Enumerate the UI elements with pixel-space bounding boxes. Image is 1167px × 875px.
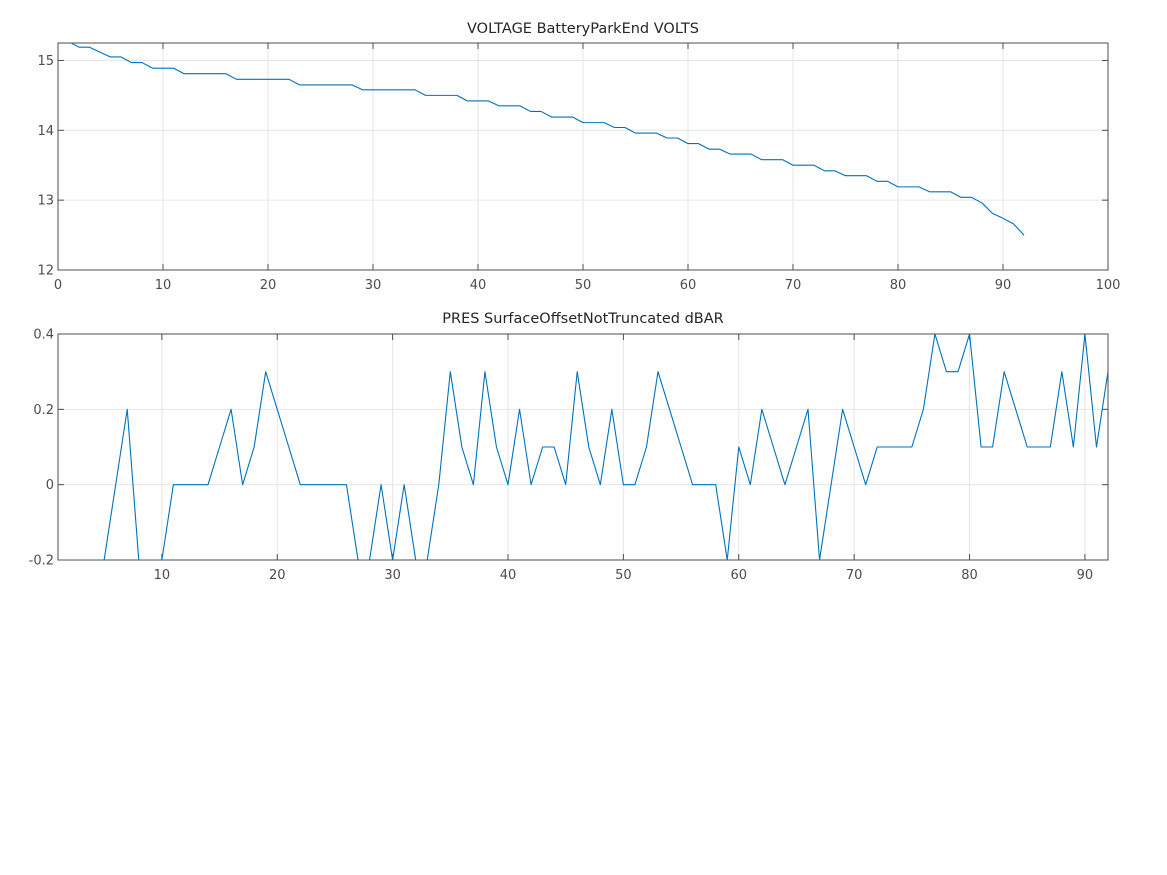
pressure-x-tick-label: 20 [269, 568, 286, 583]
pressure-x-tick-label: 30 [384, 568, 401, 583]
pressure-x-tick-label: 40 [500, 568, 517, 583]
voltage-y-tick-label: 13 [37, 194, 54, 209]
pressure-x-tick-label: 90 [1077, 568, 1094, 583]
pressure-axes-border [57, 333, 1109, 561]
pressure-chart-title: PRES SurfaceOffsetNotTruncated dBAR [442, 311, 724, 327]
voltage-x-tick-label: 30 [365, 278, 382, 293]
voltage-y-tick-label: 15 [37, 54, 54, 69]
pressure-y-tick-label: 0 [46, 478, 54, 493]
voltage-x-tick-label: 60 [680, 278, 697, 293]
voltage-x-tick-label: 20 [260, 278, 277, 293]
voltage-x-tick-label: 70 [785, 278, 802, 293]
voltage-chart-title: VOLTAGE BatteryParkEnd VOLTS [467, 21, 699, 37]
voltage-x-tick-label: 0 [54, 278, 62, 293]
pressure-y-tick-label: -0.2 [29, 554, 54, 569]
pressure-tick-labels: 10 20 30 40 50 60 70 80 90 -0.2 0 0.2 0.4 [29, 328, 1094, 584]
voltage-tick-marks [57, 43, 1109, 271]
voltage-y-tick-label: 14 [37, 124, 54, 139]
pressure-x-tick-label: 10 [154, 568, 171, 583]
pressure-x-tick-label: 70 [846, 568, 863, 583]
pressure-x-tick-label: 80 [961, 568, 978, 583]
voltage-x-tick-label: 40 [470, 278, 487, 293]
voltage-x-tick-label: 50 [575, 278, 592, 293]
voltage-grid [58, 43, 1108, 270]
voltage-x-tick-label: 80 [890, 278, 907, 293]
voltage-x-tick-label: 10 [155, 278, 172, 293]
pressure-x-tick-label: 50 [615, 568, 632, 583]
voltage-series-line [69, 43, 1025, 236]
pressure-axes-box [57, 333, 1109, 561]
voltage-chart-panel: 0 10 20 30 40 50 60 70 80 90 100 12 13 14 15 VOLTAGE B… [37, 21, 1120, 293]
voltage-x-tick-label: 100 [1096, 278, 1121, 293]
voltage-x-tick-label: 90 [995, 278, 1012, 293]
pressure-series-line [58, 334, 1108, 560]
voltage-y-tick-label: 12 [37, 264, 54, 279]
pressure-series [58, 334, 1108, 560]
pressure-y-tick-label: 0.2 [33, 403, 54, 418]
voltage-series [69, 43, 1025, 236]
pressure-x-tick-label: 60 [730, 568, 747, 583]
pressure-y-tick-label: 0.4 [33, 328, 54, 343]
voltage-tick-labels: 0 10 20 30 40 50 60 70 80 90 100 12 13 14 15 [37, 54, 1120, 293]
pressure-chart-panel: 10 20 30 40 50 60 70 80 90 -0.2 0 0.2 0.4 PRES Surfa… [29, 311, 1109, 584]
